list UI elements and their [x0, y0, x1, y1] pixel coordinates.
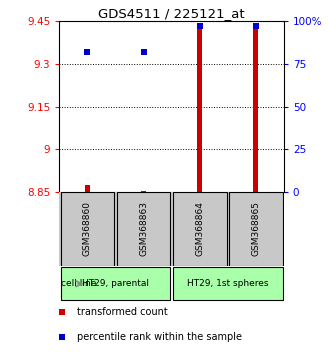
- Text: cell line: cell line: [60, 279, 96, 288]
- Bar: [173, 192, 227, 266]
- Text: GSM368860: GSM368860: [83, 201, 92, 256]
- Text: GSM368864: GSM368864: [195, 201, 204, 256]
- Bar: [229, 192, 283, 266]
- Bar: [197, 24, 202, 192]
- Title: GDS4511 / 225121_at: GDS4511 / 225121_at: [98, 7, 245, 20]
- Bar: [116, 192, 171, 266]
- Text: transformed count: transformed count: [77, 307, 168, 317]
- Bar: [60, 192, 115, 266]
- Text: HT29, 1st spheres: HT29, 1st spheres: [187, 279, 268, 288]
- Bar: [253, 24, 258, 192]
- Text: HT29, parental: HT29, parental: [82, 279, 149, 288]
- Bar: [60, 267, 171, 300]
- Text: GSM368865: GSM368865: [251, 201, 260, 256]
- Text: GSM368863: GSM368863: [139, 201, 148, 256]
- Bar: [173, 267, 283, 300]
- Bar: [141, 190, 146, 192]
- Bar: [85, 184, 90, 192]
- Text: percentile rank within the sample: percentile rank within the sample: [77, 332, 242, 342]
